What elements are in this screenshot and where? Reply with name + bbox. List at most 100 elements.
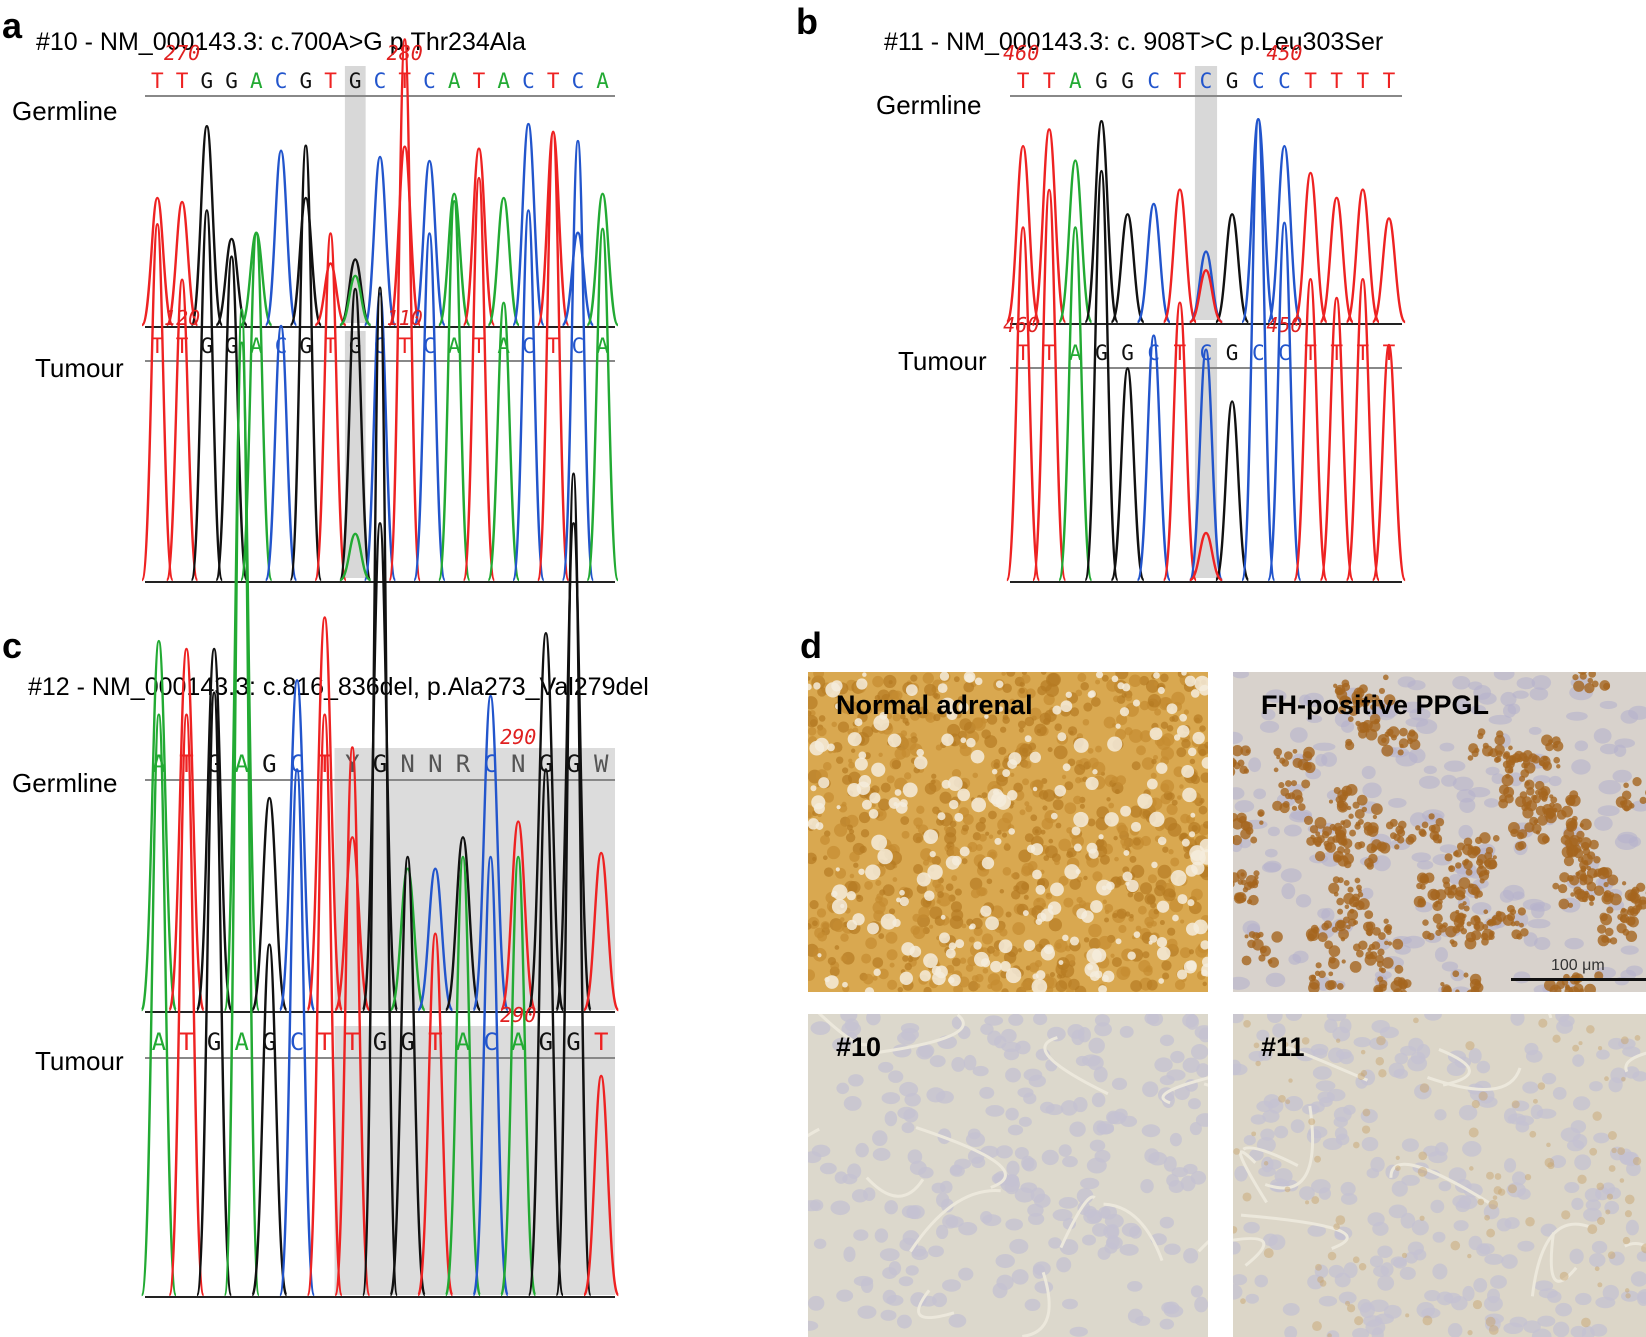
lipid-vacuole (1187, 899, 1195, 907)
stain-granule (1017, 948, 1023, 953)
lipid-vacuole (852, 913, 865, 926)
stain-granule (1442, 922, 1448, 928)
nucleus (836, 1289, 854, 1302)
stain-granule (907, 956, 914, 963)
nucleus (1196, 1063, 1208, 1078)
stain-granule (1328, 971, 1334, 977)
stain-granule (1127, 891, 1134, 898)
stain-granule (1020, 981, 1031, 992)
lipid-vacuole (974, 951, 989, 967)
nucleus (1174, 1085, 1190, 1101)
stain-granule (1498, 798, 1509, 809)
stain-granule (1548, 814, 1554, 820)
trace-peak (472, 855, 509, 1297)
stroma-strand (1264, 1105, 1315, 1190)
nucleus (809, 1199, 824, 1212)
nucleus (1594, 816, 1613, 831)
lipid-vacuole (1187, 747, 1197, 757)
lipid-vacuole (1107, 736, 1123, 752)
nucleus (1317, 908, 1331, 919)
stroma-strand (1161, 1076, 1208, 1105)
lipid-vacuole (1156, 946, 1171, 961)
nucleus (1047, 1026, 1066, 1042)
stain-granule (1401, 1252, 1408, 1258)
stain-granule (1045, 672, 1060, 687)
stain-granule (986, 945, 995, 954)
stain-granule (1348, 813, 1354, 819)
stain-granule (1053, 745, 1068, 760)
nucleus (1256, 1100, 1274, 1112)
nucleus (1322, 1137, 1343, 1150)
stain-granule (1525, 781, 1530, 786)
stain-granule (1285, 1099, 1291, 1105)
stain-granule (877, 689, 891, 703)
stroma-strand (1426, 1067, 1522, 1091)
stain-granule (858, 811, 871, 824)
stain-granule (1159, 824, 1166, 830)
stain-granule (1511, 1100, 1520, 1109)
trace-peak (339, 532, 372, 582)
lipid-vacuole (818, 777, 830, 789)
stain-granule (1381, 744, 1394, 757)
stain-granule (1023, 894, 1029, 900)
stain-granule (1507, 1184, 1517, 1194)
nucleus (1008, 1014, 1024, 1026)
nucleus (1628, 836, 1642, 847)
stain-granule (1243, 1019, 1251, 1028)
nucleus (882, 1267, 898, 1280)
nucleus (1585, 1199, 1602, 1211)
lipid-vacuole (831, 680, 843, 692)
stain-granule (1345, 738, 1353, 746)
stain-granule (1455, 886, 1466, 897)
nucleus (1107, 1111, 1127, 1125)
stain-granule (1047, 747, 1053, 753)
nucleus (843, 1095, 862, 1111)
nucleus (936, 1224, 949, 1240)
stain-granule (1111, 957, 1122, 968)
stain-granule (1462, 901, 1467, 906)
nucleus (1119, 1243, 1139, 1256)
stain-granule (1624, 1288, 1630, 1293)
stain-granule (1347, 716, 1354, 723)
stain-granule (1632, 776, 1642, 787)
stain-granule (1307, 929, 1320, 941)
stain-granule (1161, 960, 1172, 971)
lipid-vacuole (1189, 845, 1206, 861)
stain-granule (1360, 1049, 1366, 1055)
base-call: T (398, 69, 411, 93)
stain-granule (1163, 817, 1178, 831)
position-number: 450 (1266, 313, 1302, 337)
lipid-vacuole (847, 732, 862, 747)
nucleus (813, 1238, 827, 1249)
stain-granule (953, 676, 960, 683)
nucleus (1462, 1141, 1482, 1157)
stain-granule (1021, 674, 1031, 684)
stain-granule (1181, 738, 1191, 749)
stain-granule (972, 772, 979, 779)
lipid-vacuole (869, 792, 881, 804)
nucleus (1588, 1253, 1606, 1268)
stain-granule (1483, 909, 1489, 915)
stain-granule (1375, 954, 1384, 964)
stain-granule (1377, 976, 1384, 983)
stain-granule (1082, 718, 1090, 726)
trace-peak (1084, 169, 1119, 582)
stain-granule (1052, 799, 1064, 811)
nucleus (1161, 1301, 1177, 1314)
lipid-vacuole (1032, 869, 1042, 880)
nucleus (1478, 1243, 1495, 1255)
stain-granule (1116, 966, 1131, 981)
stain-granule (1572, 844, 1582, 854)
panel-b-tumour-label: Tumour (898, 346, 987, 376)
stain-granule (986, 878, 993, 885)
nucleus (1503, 1108, 1518, 1124)
stain-granule (1263, 1248, 1274, 1259)
stain-granule (913, 817, 923, 827)
base-call: G (1095, 341, 1108, 365)
stain-granule (1139, 675, 1149, 686)
nucleus (926, 1087, 946, 1103)
stain-granule (1337, 908, 1344, 915)
lipid-vacuole (1158, 978, 1165, 984)
stain-granule (1607, 1131, 1617, 1140)
stain-granule (1449, 939, 1455, 945)
